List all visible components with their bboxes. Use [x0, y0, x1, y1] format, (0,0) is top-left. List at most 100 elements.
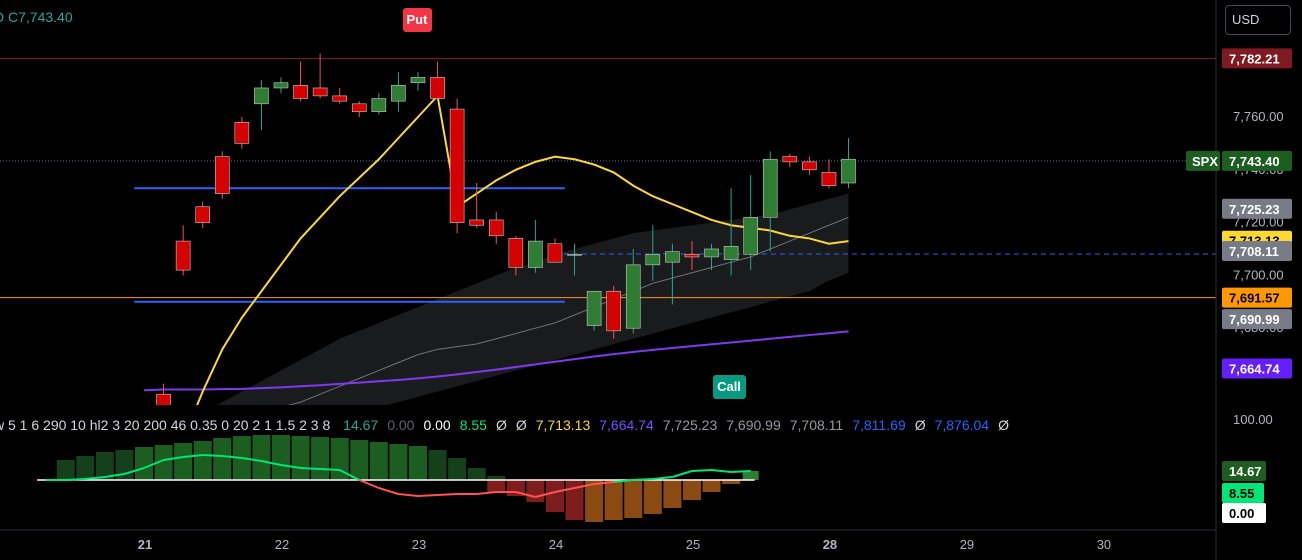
price-tag-7: 7,664.74 — [1229, 361, 1280, 376]
currency-button[interactable]: USD — [1225, 5, 1291, 35]
osc-line-seg-34 — [691, 469, 712, 472]
candle-body-36 — [841, 158, 856, 184]
osc-line-seg-17 — [358, 479, 380, 489]
indicator-value-2: 0.00 — [423, 417, 451, 433]
candle-body-33 — [782, 156, 798, 163]
osc-line-seg-7 — [163, 456, 184, 461]
osc-line-seg-27 — [554, 487, 575, 493]
osc-line-seg-3 — [85, 476, 105, 480]
price-tick-0: 7,760.00 — [1233, 109, 1284, 124]
time-tick-0: 21 — [138, 537, 152, 552]
candle-body-12 — [371, 98, 387, 113]
time-tick-5: 28 — [823, 537, 837, 552]
osc-bar-down-32 — [663, 480, 682, 508]
osc-line-seg-36 — [731, 470, 751, 473]
price-tag-5: 7,691.57 — [1229, 291, 1280, 306]
osc-bar-up-5 — [135, 447, 153, 480]
candle-body-13 — [391, 85, 406, 102]
candle-body-15 — [430, 77, 445, 99]
envelope-band — [216, 193, 849, 405]
osc-bar-up-8 — [193, 441, 212, 480]
price-tag-bg-6 — [1222, 309, 1292, 330]
osc-line-seg-14 — [300, 467, 321, 470]
osc-tag-0: 14.67 — [1229, 464, 1262, 479]
time-tick-1: 22 — [275, 537, 289, 552]
candle-body-30 — [723, 246, 739, 260]
osc-line-seg-26 — [535, 491, 556, 498]
indicator-value-0: 14.67 — [343, 417, 379, 433]
osc-tick-0: 100.00 — [1233, 412, 1273, 427]
symbol-prefix: D — [0, 9, 4, 25]
osc-bar-up-16 — [350, 440, 369, 480]
put-marker-text: Put — [407, 12, 429, 27]
osc-bar-down-30 — [624, 480, 643, 518]
osc-bar-up-6 — [154, 445, 173, 480]
osc-bar-down-25 — [526, 480, 545, 502]
osc-line-seg-2 — [65, 478, 86, 481]
osc-bar-up-14 — [311, 437, 330, 480]
time-axis: 21 22 23 24 25 28 29 30 — [0, 529, 1216, 552]
candle-body-27 — [665, 251, 680, 263]
candle-body-4 — [214, 156, 230, 194]
osc-tag-bg-0 — [1222, 461, 1266, 481]
symbol-tag: SPX — [1192, 154, 1218, 169]
osc-bar-down-26 — [545, 480, 564, 512]
candle-body-18 — [488, 219, 504, 237]
osc-tag-1: 8.55 — [1229, 486, 1254, 501]
osc-line-seg-29 — [594, 481, 614, 485]
indicator-value-13: 7,876.04 — [934, 417, 990, 433]
oscillator-pane — [37, 435, 759, 522]
call-marker-bg — [713, 375, 746, 399]
main-pane: Put Call — [0, 8, 1216, 405]
osc-line-seg-15 — [320, 468, 340, 471]
osc-line-seg-28 — [574, 483, 595, 489]
indicator-value-5: Ø — [515, 417, 527, 433]
price-tag-bg-7 — [1222, 358, 1292, 379]
price-tag-bg-0 — [1222, 48, 1292, 69]
osc-line-seg-10 — [222, 455, 242, 459]
osc-line-seg-30 — [613, 479, 634, 483]
price-tag-4: 7,708.11 — [1229, 244, 1279, 259]
candle-body-19 — [508, 238, 524, 268]
osc-bar-down-33 — [682, 480, 701, 500]
osc-bar-up-17 — [369, 442, 388, 480]
time-tick-3: 24 — [549, 537, 563, 552]
osc-tag-bg-1 — [1222, 483, 1264, 503]
osc-bar-down-31 — [643, 480, 662, 514]
osc-line-seg-19 — [398, 493, 419, 497]
osc-line-seg-8 — [183, 454, 203, 458]
ma-purple-line — [143, 330, 849, 392]
close-value: C7,743.40 — [8, 9, 73, 25]
osc-line-seg-5 — [124, 467, 145, 475]
osc-line-seg-33 — [672, 470, 693, 478]
price-tag-6: 7,690.99 — [1229, 312, 1280, 327]
candle-body-31 — [743, 217, 758, 255]
price-tick-3: 7,700.00 — [1233, 267, 1284, 282]
osc-bar-up-7 — [174, 443, 193, 480]
osc-bar-down-28 — [585, 480, 604, 522]
osc-line-seg-31 — [633, 478, 653, 481]
osc-bar-up-12 — [271, 435, 290, 480]
osc-line-seg-4 — [104, 473, 125, 478]
price-tag-2: 7,725.23 — [1229, 202, 1280, 217]
osc-bar-up-23 — [487, 476, 506, 480]
price-tag-bg-1 — [1222, 150, 1292, 171]
osc-line-seg-13 — [280, 464, 301, 469]
osc-bar-down-29 — [604, 480, 623, 520]
candle-body-32 — [762, 158, 778, 218]
osc-line-seg-6 — [143, 459, 164, 469]
candle-body-24 — [606, 290, 621, 332]
osc-bar-up-9 — [213, 438, 232, 480]
osc-line-seg-16 — [339, 469, 360, 481]
osc-bar-last — [742, 471, 759, 480]
osc-line-seg-20 — [417, 494, 438, 497]
indicator-value-3: 8.55 — [459, 417, 487, 433]
indicator-params: w 5 1 6 290 10 hl2 3 20 200 46 0.35 0 20… — [0, 417, 331, 433]
osc-bar-up-2 — [76, 456, 95, 480]
ohlc-header: D C7,743.40 — [0, 9, 73, 25]
osc-line-seg-11 — [241, 457, 262, 462]
candle-body-10 — [332, 95, 348, 102]
candle-body-26 — [645, 253, 661, 266]
candle-body-11 — [351, 103, 367, 113]
